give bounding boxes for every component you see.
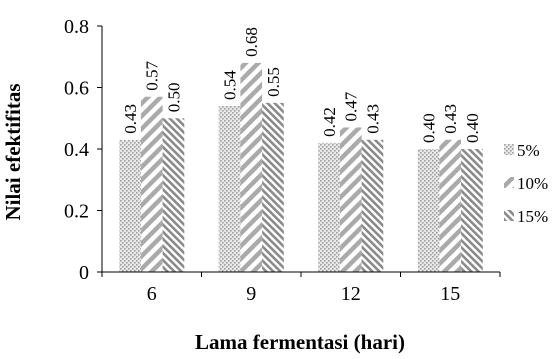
y-axis-title: Nilai efektifitas — [1, 83, 25, 220]
y-tick-label: 0.2 — [64, 201, 89, 223]
bar — [140, 96, 163, 272]
x-tick-label: 12 — [341, 283, 361, 305]
bar — [461, 149, 483, 272]
legend-label: 10% — [517, 174, 548, 193]
y-tick-label: 0.4 — [64, 139, 89, 161]
legend-swatch — [504, 144, 514, 155]
data-label: 0.43 — [441, 104, 460, 134]
y-tick-label: 0.6 — [64, 78, 89, 100]
bar — [318, 142, 340, 272]
x-tick-label: 9 — [246, 283, 256, 305]
bar — [218, 105, 241, 272]
x-axis-title: Lama fermentasi (hari) — [195, 330, 405, 354]
legend: 5% 10% 15% — [504, 141, 548, 226]
data-label: 0.43 — [121, 104, 140, 134]
data-label: 0.42 — [320, 107, 339, 137]
y-tick-label: 0 — [79, 262, 89, 284]
bar — [262, 102, 284, 272]
data-label: 0.43 — [363, 104, 382, 134]
bar — [361, 139, 384, 272]
bar — [417, 149, 440, 272]
data-label: 0.54 — [221, 70, 240, 100]
x-tick-label: 15 — [440, 283, 460, 305]
legend-label: 15% — [517, 207, 548, 226]
y-tick-label: 0.8 — [64, 16, 89, 38]
data-labels-group: 0.430.570.50 0.540.680.550.420.47 0.43 0.40… — [121, 27, 482, 143]
x-axis: 6 9 12 15 — [101, 271, 501, 305]
data-label: 0.47 — [342, 91, 361, 121]
data-label: 0.50 — [164, 83, 183, 113]
bar — [339, 127, 362, 272]
bar — [162, 118, 185, 272]
data-label: 0.57 — [143, 60, 162, 90]
x-tick-label: 6 — [147, 283, 157, 305]
data-label: 0.55 — [264, 67, 283, 97]
legend-swatch — [504, 177, 514, 188]
data-label: 0.40 — [463, 113, 482, 143]
bar — [439, 139, 462, 272]
legend-label: 5% — [517, 141, 540, 160]
y-axis: 0 0.2 0.4 0.6 0.8 — [64, 16, 103, 284]
data-label: 0.40 — [420, 113, 439, 143]
bar — [119, 139, 141, 272]
bars-group — [119, 62, 483, 273]
data-label: 0.68 — [242, 27, 261, 57]
bar — [240, 62, 263, 273]
legend-swatch — [504, 210, 514, 221]
